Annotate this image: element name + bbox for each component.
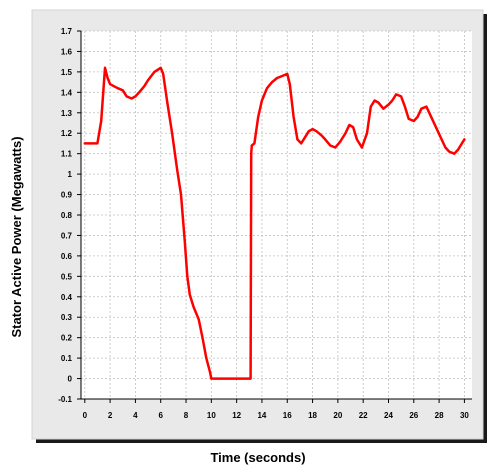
- x-tick-label: 24: [384, 411, 393, 420]
- y-tick-label: -0.1: [58, 395, 72, 404]
- x-tick-label: 6: [158, 411, 163, 420]
- y-tick-label: 1.1: [61, 150, 73, 159]
- y-tick-label: 1.7: [61, 27, 73, 36]
- y-tick-label: 1.6: [61, 47, 73, 56]
- x-tick-label: 2: [108, 411, 113, 420]
- y-tick-label: 0.2: [61, 334, 73, 343]
- y-tick-label: 1.5: [61, 68, 73, 77]
- x-tick-label: 16: [283, 411, 292, 420]
- x-tick-label: 28: [435, 411, 444, 420]
- x-tick-label: 18: [308, 411, 317, 420]
- y-tick-label: 0.7: [61, 231, 73, 240]
- x-tick-label: 8: [184, 411, 189, 420]
- series-line-0: [83, 66, 466, 380]
- y-tick-label: 0.8: [61, 211, 73, 220]
- y-tick-label: 1.4: [61, 88, 73, 97]
- y-tick-label: 1.3: [61, 109, 73, 118]
- x-tick-label: 20: [333, 411, 342, 420]
- y-axis-title: Stator Active Power (Megawatts): [9, 136, 24, 337]
- y-tick-label: 0: [68, 375, 73, 384]
- x-tick-label: 14: [257, 411, 266, 420]
- x-axis-title: Time (seconds): [210, 450, 305, 465]
- y-tick-label: 0.4: [61, 293, 73, 302]
- grid: [81, 30, 472, 400]
- y-tick-label: 0.3: [61, 313, 73, 322]
- x-tick-label: 10: [207, 411, 216, 420]
- x-tick-label: 0: [83, 411, 88, 420]
- x-tick-label: 4: [133, 411, 138, 420]
- series: [83, 66, 466, 380]
- y-tick-label: 1.2: [61, 129, 73, 138]
- y-tick-label: 1: [68, 170, 73, 179]
- x-tick-label: 22: [359, 411, 368, 420]
- x-tick-label: 30: [460, 411, 469, 420]
- y-tick-label: 0.5: [61, 272, 73, 281]
- tick-labels: -0.1 0 0.1 0.2 0.3 0.4 0.5 0.6 0.7 0.8 0.9 1 1.1 1.2 1…: [58, 27, 469, 420]
- x-tick-label: 12: [232, 411, 241, 420]
- y-tick-label: 0.6: [61, 252, 73, 261]
- y-tick-label: 0.9: [61, 191, 73, 200]
- y-tick-label: 0.1: [61, 354, 73, 363]
- axes: [77, 30, 472, 403]
- x-tick-label: 26: [409, 411, 418, 420]
